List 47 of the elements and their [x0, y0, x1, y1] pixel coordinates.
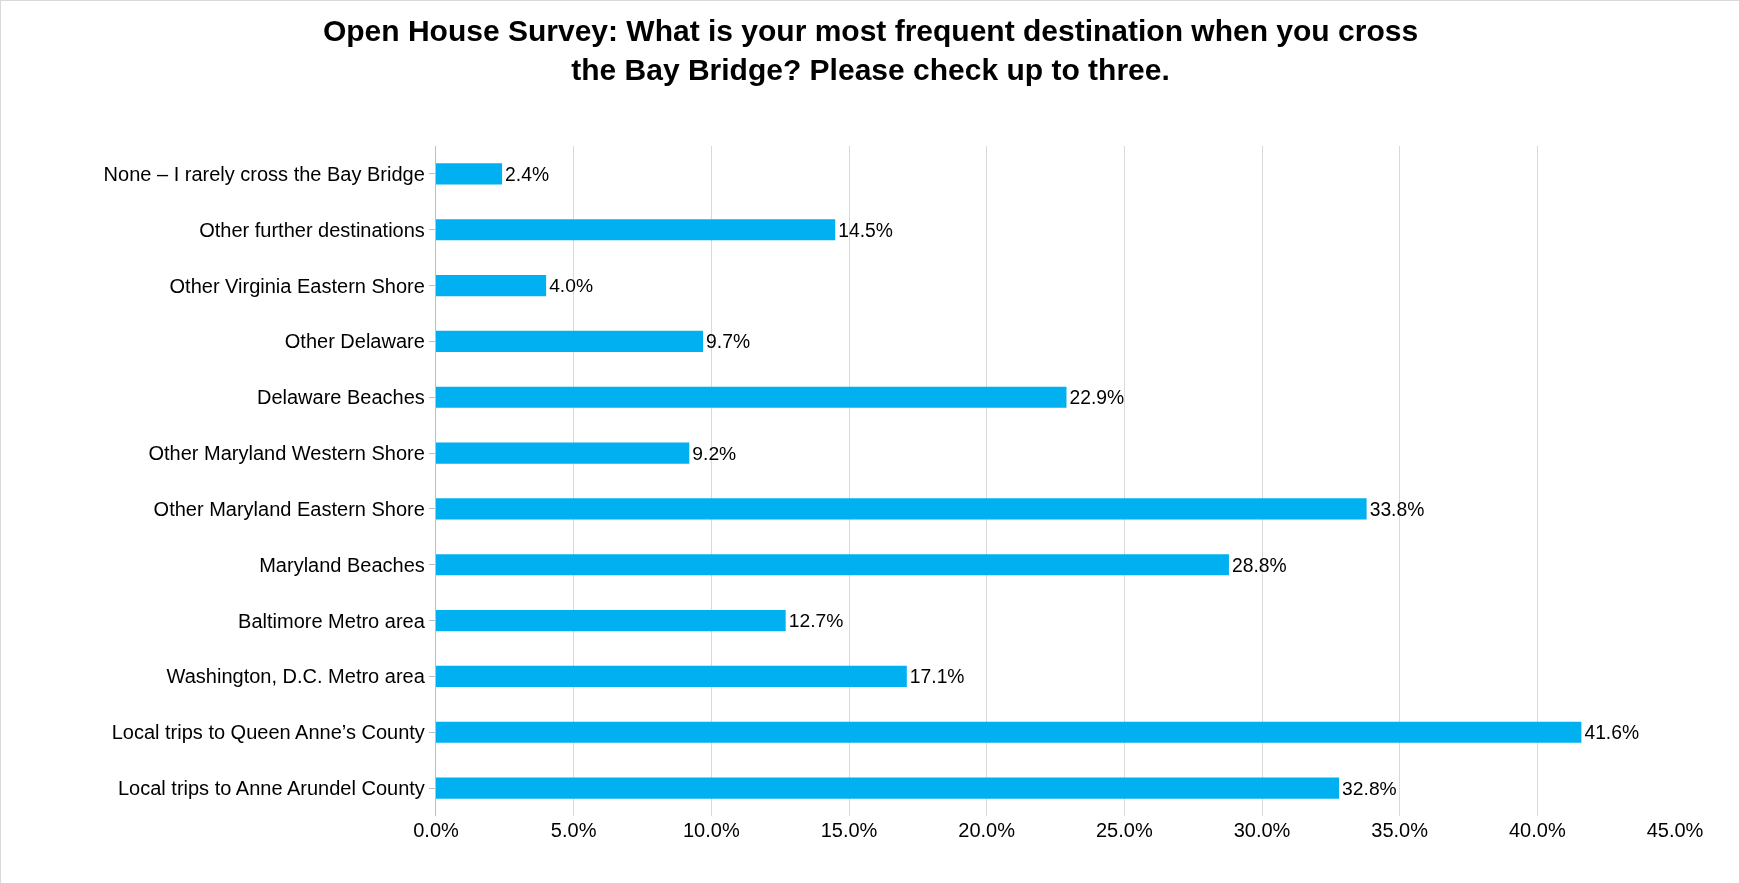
- y-tick-label: Maryland Beaches: [259, 553, 425, 576]
- bar: [436, 498, 1367, 520]
- y-tick-label: Baltimore Metro area: [238, 609, 426, 632]
- data-label: 17.1%: [909, 666, 965, 688]
- x-tick-label: 15.0%: [820, 819, 878, 841]
- bar: [436, 554, 1229, 576]
- data-label: 4.0%: [549, 275, 594, 297]
- x-tick-label: 0.0%: [413, 819, 460, 841]
- x-tick-label: 45.0%: [1646, 819, 1704, 841]
- y-tick-label: Other Maryland Eastern Shore: [153, 497, 425, 520]
- y-tick-label: Other Virginia Eastern Shore: [169, 274, 425, 297]
- data-label: 12.7%: [788, 610, 844, 632]
- y-tick-label: Local trips to Anne Arundel County: [117, 777, 425, 800]
- data-label: 22.9%: [1069, 387, 1125, 408]
- x-tick-label: 10.0%: [682, 819, 740, 841]
- y-tick-label: None – I rarely cross the Bay Bridge: [103, 162, 425, 185]
- data-label: 33.8%: [1369, 498, 1425, 520]
- bar: [436, 219, 836, 241]
- data-label: 14.5%: [838, 219, 893, 241]
- x-tick-label: 25.0%: [1095, 819, 1153, 841]
- x-tick-label: 30.0%: [1233, 819, 1291, 841]
- data-label: 2.4%: [505, 163, 550, 185]
- data-label: 41.6%: [1584, 722, 1640, 743]
- bar: [436, 442, 690, 464]
- bar: [436, 777, 1340, 799]
- bar: [436, 386, 1067, 408]
- chart-title: Open House Survey: What is your most frequent destination when you cross the Bay Bridge? Please check up to three.: [322, 13, 1419, 86]
- data-label: 9.2%: [692, 442, 737, 464]
- y-tick-label: Local trips to Queen Anne’s County: [111, 721, 425, 744]
- bar: [436, 721, 1582, 743]
- y-tick-label: Other Maryland Western Shore: [148, 442, 425, 465]
- bar: [436, 330, 704, 353]
- data-label: 9.7%: [706, 331, 751, 353]
- bar: [436, 163, 503, 185]
- data-label: 32.8%: [1342, 777, 1397, 799]
- bar: [436, 274, 547, 297]
- y-tick-label: Washington, D.C. Metro area: [166, 665, 426, 688]
- data-label: 28.8%: [1231, 554, 1287, 576]
- x-tick-label: 20.0%: [958, 819, 1016, 841]
- x-tick-label: 5.0%: [550, 819, 597, 841]
- bar: [436, 665, 907, 688]
- x-tick-label: 40.0%: [1508, 819, 1566, 841]
- bar: [436, 609, 786, 632]
- y-tick-label: Other further destinations: [199, 218, 425, 241]
- y-tick-label: Other Delaware: [284, 330, 425, 353]
- y-tick-label: Delaware Beaches: [256, 386, 425, 409]
- x-tick-label: 35.0%: [1371, 819, 1429, 841]
